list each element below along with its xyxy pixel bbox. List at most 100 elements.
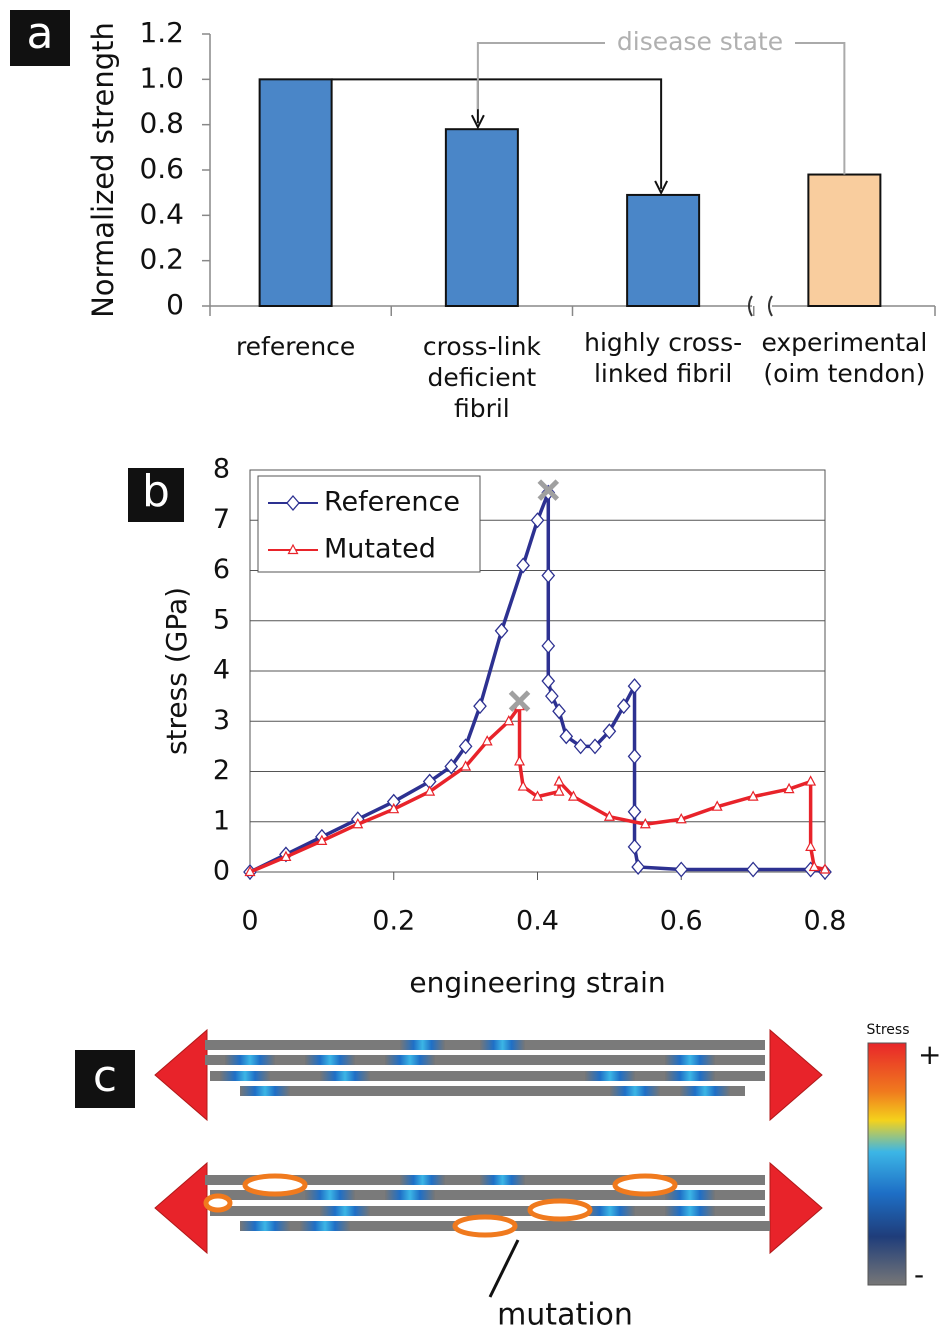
- arrowhead: [470, 114, 669, 196]
- marker: [674, 861, 689, 878]
- marker: [514, 755, 526, 766]
- y-tick-label: 1.2: [139, 16, 184, 49]
- y-axis-label: Normalized strength: [86, 22, 120, 318]
- bar: [444, 128, 519, 307]
- colorbar-title: Stress: [866, 1022, 909, 1038]
- colorbar-max: +: [918, 1038, 941, 1071]
- marker: [244, 865, 256, 877]
- marker: [819, 863, 831, 874]
- failure-marker: [508, 690, 531, 712]
- x-tick-label: 0.8: [804, 906, 847, 937]
- x-tick-label: 0.4: [516, 906, 559, 937]
- marker: [675, 812, 687, 824]
- marker: [639, 817, 651, 829]
- panel-label: c: [93, 1051, 117, 1102]
- plot-frame: [249, 469, 826, 873]
- pull-arrow: [154, 1161, 208, 1255]
- marker: [545, 688, 559, 705]
- marker: [352, 817, 364, 829]
- panel-label-box: [128, 468, 184, 522]
- pull-arrow: [769, 1028, 823, 1122]
- disease-connector: [476, 42, 846, 175]
- marker: [631, 858, 645, 875]
- colorbar-min: -: [914, 1258, 924, 1291]
- marker: [552, 703, 566, 720]
- marker: [541, 567, 556, 584]
- marker: [711, 800, 723, 811]
- crosslink-patches: [220, 1040, 730, 1231]
- y-tick-label: 1: [213, 805, 230, 836]
- y-tick-label: 0.8: [139, 107, 184, 140]
- marker: [616, 698, 631, 715]
- marker: [805, 840, 817, 851]
- fibril-diagram: c mutation Stress +: [75, 1022, 941, 1333]
- marker: [559, 728, 574, 745]
- annotation: disease state: [617, 27, 783, 56]
- marker: [503, 714, 515, 726]
- marker: [517, 780, 529, 791]
- y-tick-label: 8: [213, 454, 230, 485]
- legend-box: [257, 475, 481, 573]
- marker: [541, 637, 556, 654]
- marker: [627, 803, 642, 820]
- marker: [460, 760, 472, 771]
- marker: [532, 790, 543, 801]
- marker: [783, 782, 795, 794]
- x-tick-label: reference: [235, 332, 356, 361]
- x-tick-label: highly cross- linked fibril: [584, 328, 743, 388]
- marker: [516, 557, 530, 574]
- series-line: [249, 700, 826, 874]
- marker: [602, 723, 617, 740]
- bar: [258, 78, 333, 308]
- y-axis-label: stress (GPa): [160, 587, 193, 755]
- x-tick-label: cross-link deficient fibril: [422, 332, 541, 423]
- mutation-sites: [203, 1173, 678, 1238]
- marker: [588, 738, 602, 755]
- marker: [444, 758, 459, 775]
- y-tick-label: 4: [213, 655, 230, 686]
- marker: [287, 543, 299, 555]
- colorbar: [867, 1042, 907, 1286]
- marker: [553, 775, 565, 786]
- marker: [746, 861, 760, 878]
- x-axis-label: engineering strain: [409, 966, 665, 999]
- marker: [424, 785, 436, 796]
- marker: [627, 678, 642, 695]
- y-tick-label: 3: [213, 705, 230, 736]
- marker: [603, 810, 615, 821]
- marker: [494, 622, 509, 639]
- marker: [458, 738, 473, 755]
- x-tick-label: experimental (oim tendon): [761, 328, 928, 388]
- y-tick-label: 7: [213, 504, 230, 535]
- bar: [626, 193, 701, 307]
- marker: [805, 775, 817, 786]
- marker: [573, 738, 588, 755]
- panel-label: b: [142, 466, 170, 517]
- marker: [747, 790, 759, 801]
- legend-label: Mutated: [324, 534, 436, 565]
- molecules: [205, 1040, 770, 1231]
- x-tick-label: 0.6: [660, 906, 703, 937]
- x-tick-label: 0.2: [372, 906, 415, 937]
- marker: [541, 673, 556, 690]
- marker: [473, 698, 487, 715]
- marker: [316, 834, 328, 845]
- marker: [627, 838, 642, 855]
- annotation: mutation: [497, 1298, 633, 1333]
- marker: [567, 790, 579, 801]
- marker: [286, 495, 300, 511]
- y-tick-label: 0: [213, 856, 230, 887]
- pull-arrow: [154, 1028, 208, 1122]
- panel-label-box: [75, 1050, 135, 1108]
- y-tick-label: 1.0: [139, 61, 184, 94]
- pull-arrow: [769, 1161, 823, 1255]
- y-tick-label: 0.4: [139, 197, 184, 230]
- failure-marker: [537, 479, 560, 501]
- panel-label: a: [27, 8, 54, 59]
- marker: [280, 850, 292, 862]
- marker: [388, 802, 400, 814]
- bar: [807, 173, 882, 307]
- marker: [481, 735, 493, 746]
- x-tick-label: 0: [241, 906, 258, 937]
